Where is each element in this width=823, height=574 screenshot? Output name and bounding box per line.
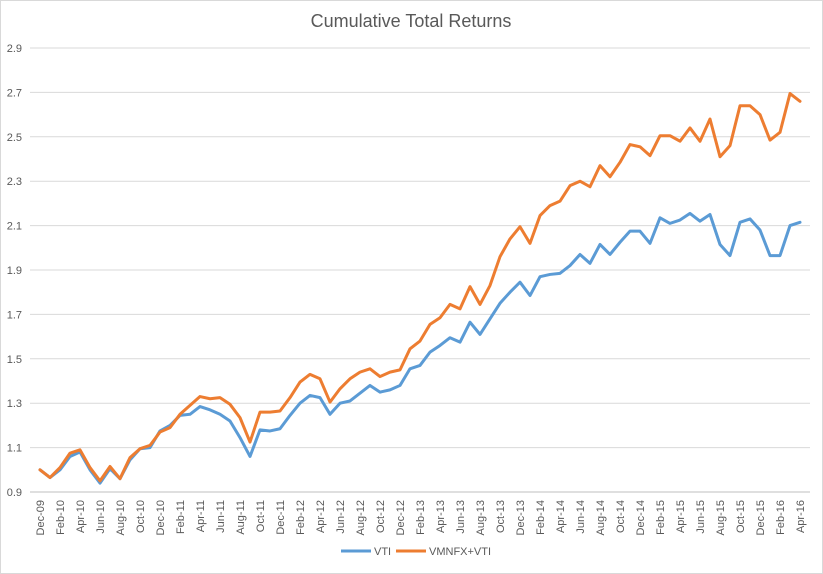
x-tick-label: Dec-11 <box>275 500 287 535</box>
x-tick-label: Jun-10 <box>95 500 107 534</box>
x-tick-label: Oct-11 <box>255 500 267 532</box>
x-tick-label: Aug-15 <box>715 500 727 535</box>
x-tick-label: Jun-14 <box>575 500 587 534</box>
legend: VTI VMNFX+VTI <box>341 546 491 558</box>
y-tick-label: 1.3 <box>7 398 22 410</box>
x-tick-label: Feb-14 <box>535 500 547 535</box>
x-tick-label: Feb-16 <box>775 500 787 535</box>
x-tick-label: Apr-10 <box>75 500 87 533</box>
x-tick-label: Oct-13 <box>495 500 507 533</box>
y-tick-label: 0.9 <box>7 487 22 499</box>
x-tick-label: Jun-11 <box>215 500 227 533</box>
series-lines <box>38 92 802 485</box>
x-tick-label: Jun-13 <box>455 500 467 534</box>
x-tick-label: Feb-10 <box>55 500 67 535</box>
x-tick-label: Dec-15 <box>755 500 767 535</box>
x-tick-label: Aug-14 <box>595 500 607 535</box>
x-tick-label: Apr-16 <box>795 500 807 533</box>
x-tick-label: Dec-10 <box>155 500 167 535</box>
y-tick-label: 2.5 <box>7 132 22 144</box>
x-tick-label: Feb-12 <box>295 500 307 535</box>
y-tick-label: 2.9 <box>7 43 22 55</box>
x-tick-label: Feb-11 <box>175 500 187 534</box>
y-tick-label: 1.5 <box>7 354 22 366</box>
x-tick-label: Dec-12 <box>395 500 407 535</box>
x-tick-label: Oct-12 <box>375 500 387 533</box>
x-axis-ticks: Dec-09 Feb-10 Apr-10 Jun-10 Aug-10 Oct-10 Dec-… <box>35 500 807 535</box>
x-tick-label: Feb-15 <box>655 500 667 535</box>
x-tick-label: Feb-13 <box>415 500 427 535</box>
x-tick-label: Aug-13 <box>475 500 487 535</box>
chart-title: Cumulative Total Returns <box>311 11 512 31</box>
series-line-vmnfx-vti <box>38 92 802 483</box>
x-tick-label: Jun-15 <box>695 500 707 534</box>
y-tick-label: 1.1 <box>7 443 22 455</box>
x-tick-label: Apr-12 <box>315 500 327 533</box>
x-tick-label: Dec-14 <box>635 500 647 535</box>
gridlines <box>30 47 810 449</box>
y-tick-label: 2.3 <box>7 176 22 188</box>
legend-label-vmnfx-vti: VMNFX+VTI <box>429 546 491 558</box>
x-tick-label: Oct-10 <box>135 500 147 533</box>
x-tick-label: Aug-11 <box>235 500 247 535</box>
legend-label-vti: VTI <box>374 546 391 558</box>
y-tick-label: 2.7 <box>7 87 22 99</box>
x-tick-label: Aug-12 <box>355 500 367 535</box>
y-tick-label: 1.7 <box>7 309 22 321</box>
x-tick-label: Dec-13 <box>515 500 527 535</box>
x-tick-label: Oct-15 <box>735 500 747 533</box>
x-tick-label: Jun-12 <box>335 500 347 534</box>
y-tick-label: 1.9 <box>7 265 22 277</box>
y-axis-ticks: 0.9 1.1 1.3 1.5 1.7 1.9 2.1 2.3 2.5 2.7 2.9 <box>7 43 22 499</box>
x-tick-label: Aug-10 <box>115 500 127 535</box>
series-line-vti <box>38 211 802 485</box>
x-tick-label: Apr-13 <box>435 500 447 533</box>
x-tick-label: Apr-14 <box>555 500 567 533</box>
x-tick-label: Dec-09 <box>35 500 47 535</box>
x-tick-label: Apr-11 <box>195 500 207 532</box>
x-tick-label: Oct-14 <box>615 500 627 533</box>
x-tick-label: Apr-15 <box>675 500 687 533</box>
y-tick-label: 2.1 <box>7 221 22 233</box>
